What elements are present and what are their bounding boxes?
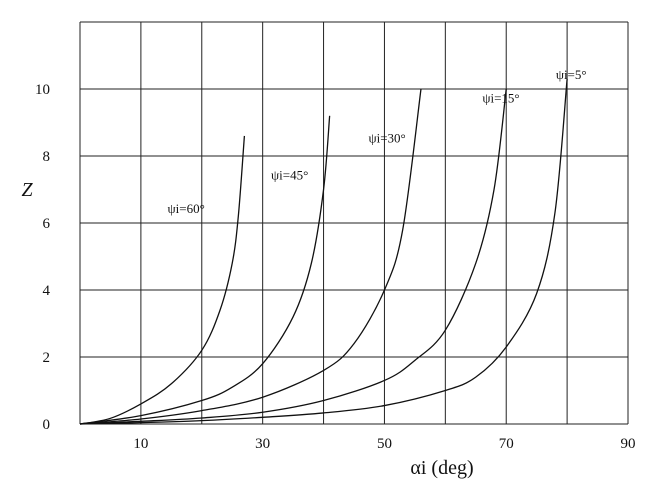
x-tick-label: 50: [377, 436, 392, 452]
x-tick-label: 70: [499, 436, 514, 452]
series-label: ψi=30°: [368, 131, 405, 146]
series-label: ψi=5°: [556, 67, 587, 82]
series-label: ψi=45°: [271, 167, 308, 182]
series-line: [79, 88, 507, 425]
y-tick-label: 10: [35, 82, 50, 98]
series-lines: [79, 78, 568, 425]
y-tick-label: 8: [43, 149, 51, 165]
series-line: [79, 88, 422, 425]
y-tick-label: 4: [43, 283, 51, 299]
x-axis-label: αi (deg): [410, 457, 473, 479]
series-line: [79, 78, 568, 425]
y-tick-label: 2: [43, 350, 51, 366]
y-tick-label: 6: [43, 216, 51, 232]
series-label: ψi=60°: [168, 201, 205, 216]
grid-lines: [79, 21, 629, 425]
series-label: ψi=15°: [482, 90, 519, 105]
x-tick-label: 30: [255, 436, 270, 452]
tick-labels: 10 30 50 70 90 0 2 4 6 8 10: [35, 82, 636, 452]
x-tick-label: 90: [621, 436, 636, 452]
x-tick-label: 10: [133, 436, 148, 452]
series-line: [79, 115, 331, 425]
series-line: [79, 135, 246, 425]
y-axis-label: Z: [21, 179, 33, 201]
series-labels-group: ψi=60° ψi=45° ψi=30° ψi=15° ψi=5°: [168, 67, 587, 216]
y-tick-label: 0: [43, 417, 51, 433]
